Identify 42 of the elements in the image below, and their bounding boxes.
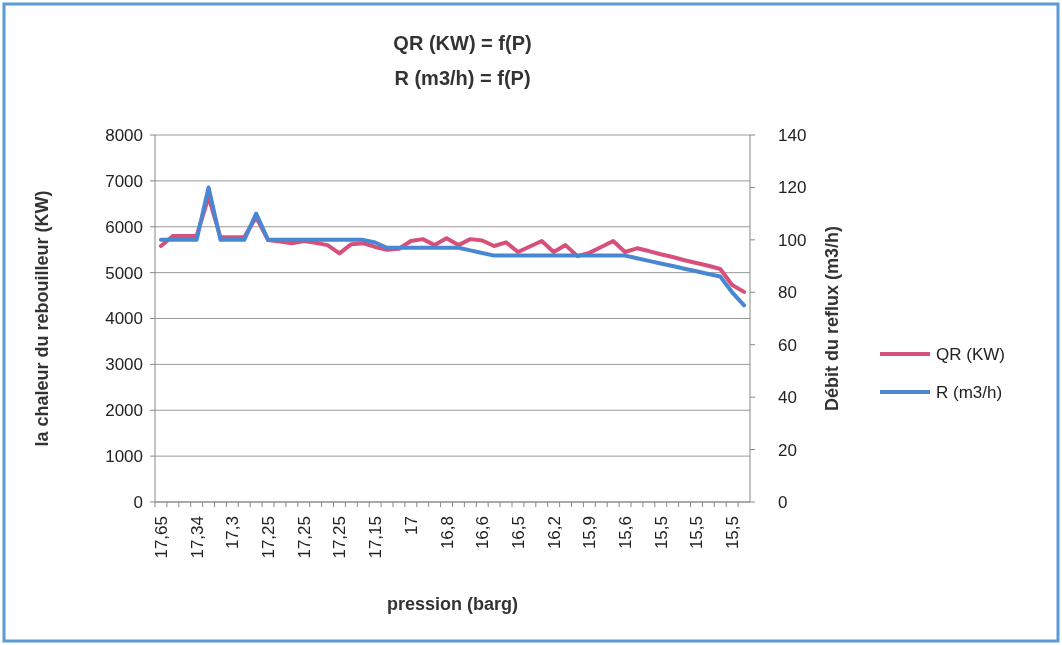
y-tick-label: 0 [133,492,143,512]
x-tick-label: 15,6 [616,516,636,550]
y-tick-label: 2000 [105,401,143,421]
x-tick-label: 17,25 [294,516,314,559]
x-tick-label: 16,5 [508,516,528,550]
y2-tick-label: 80 [778,283,797,303]
y2-tick-label: 40 [778,388,797,408]
y-tick-label: 5000 [105,263,143,283]
y2-tick-label: 0 [778,492,788,512]
y-tick-label: 7000 [105,171,143,191]
x-axis-title: pression (barg) [386,594,519,614]
y2-tick-label: 140 [778,125,807,145]
x-tick-label: 15,5 [651,516,671,550]
x-tick-label: 17,3 [223,516,243,550]
y2-tick-label: 20 [778,440,797,460]
y2-tick-label: 120 [778,178,807,198]
x-tick-label: 15,5 [687,516,707,550]
x-tick-label: 15,5 [723,516,743,550]
chart-title: QR (KW) = f(P) [393,32,532,54]
chart-subtitle: R (m3/h) = f(P) [394,67,531,89]
x-tick-label: 16,8 [437,516,457,550]
line-series [158,185,747,308]
x-tick-label: 17,65 [151,516,171,559]
x-tick-label: 17,15 [366,516,386,559]
x-tick-label: 17,25 [330,516,350,559]
x-tick-label: 16,6 [473,516,493,550]
x-tick-label: 17,34 [187,516,207,559]
x-tick-label: 15,9 [580,516,600,550]
y-tick-label: 3000 [105,355,143,375]
y-tick-label: 1000 [105,447,143,467]
x-tick-label: 17,25 [259,516,279,559]
y-tick-label: 6000 [105,217,143,237]
y-axis-title: la chaleur du rebouilleur (KW) [32,190,52,447]
y-tick-label: 8000 [105,125,143,145]
legend-label: QR (KW) [936,344,1005,364]
x-tick-label: 17 [401,516,421,535]
y2-tick-label: 100 [778,230,807,250]
y2-axis-title: Débit du reflux (m3/h) [822,225,842,412]
legend-label: R (m3/h) [936,382,1003,402]
y-tick-label: 4000 [105,309,143,329]
y2-tick-label: 60 [778,335,797,355]
x-tick-label: 16,2 [544,516,564,550]
